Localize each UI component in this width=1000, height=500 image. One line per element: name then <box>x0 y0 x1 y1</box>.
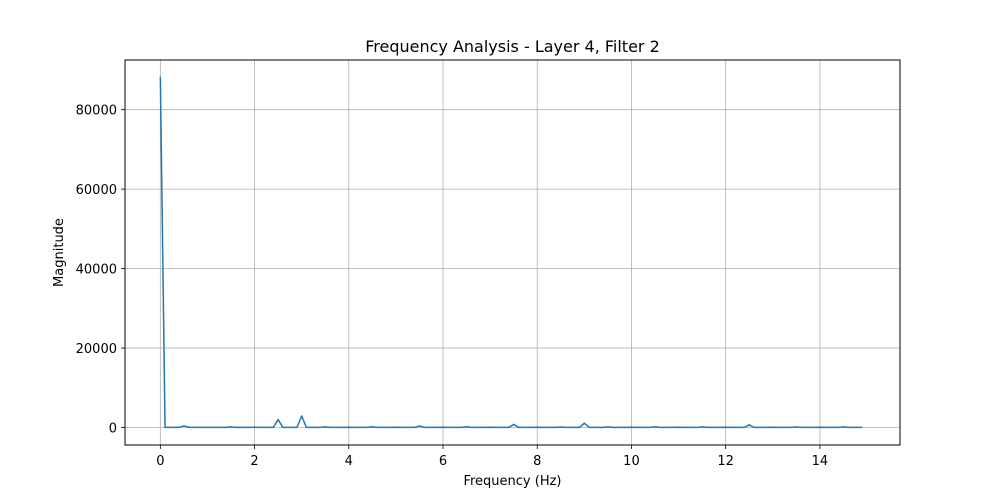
y-tick-label: 40000 <box>76 263 117 278</box>
x-tick-label: 12 <box>717 454 734 469</box>
grid <box>125 60 900 445</box>
x-axis-label: Frequency (Hz) <box>463 474 561 489</box>
y-tick-label: 0 <box>109 422 117 437</box>
x-tick-label: 8 <box>533 454 541 469</box>
x-tick-label: 14 <box>812 454 829 469</box>
x-tick-label: 4 <box>345 454 353 469</box>
magnitude-line <box>159 76 863 429</box>
x-tick-label: 2 <box>250 454 258 469</box>
chart-title: Frequency Analysis - Layer 4, Filter 2 <box>365 37 660 56</box>
y-tick-label: 20000 <box>76 342 117 357</box>
axes-frame <box>124 59 901 446</box>
plot-area <box>159 76 863 429</box>
y-axis-label: Magnitude <box>52 218 67 287</box>
x-tick-label: 6 <box>439 454 447 469</box>
y-tick-label: 60000 <box>76 183 117 198</box>
y-tick-label: 80000 <box>76 104 117 119</box>
x-tick-label: 10 <box>623 454 640 469</box>
y-axis: 0 20000 40000 60000 80000 <box>76 104 125 437</box>
x-tick-label: 0 <box>156 454 164 469</box>
x-axis: 0 2 4 6 8 10 12 14 <box>156 445 828 469</box>
